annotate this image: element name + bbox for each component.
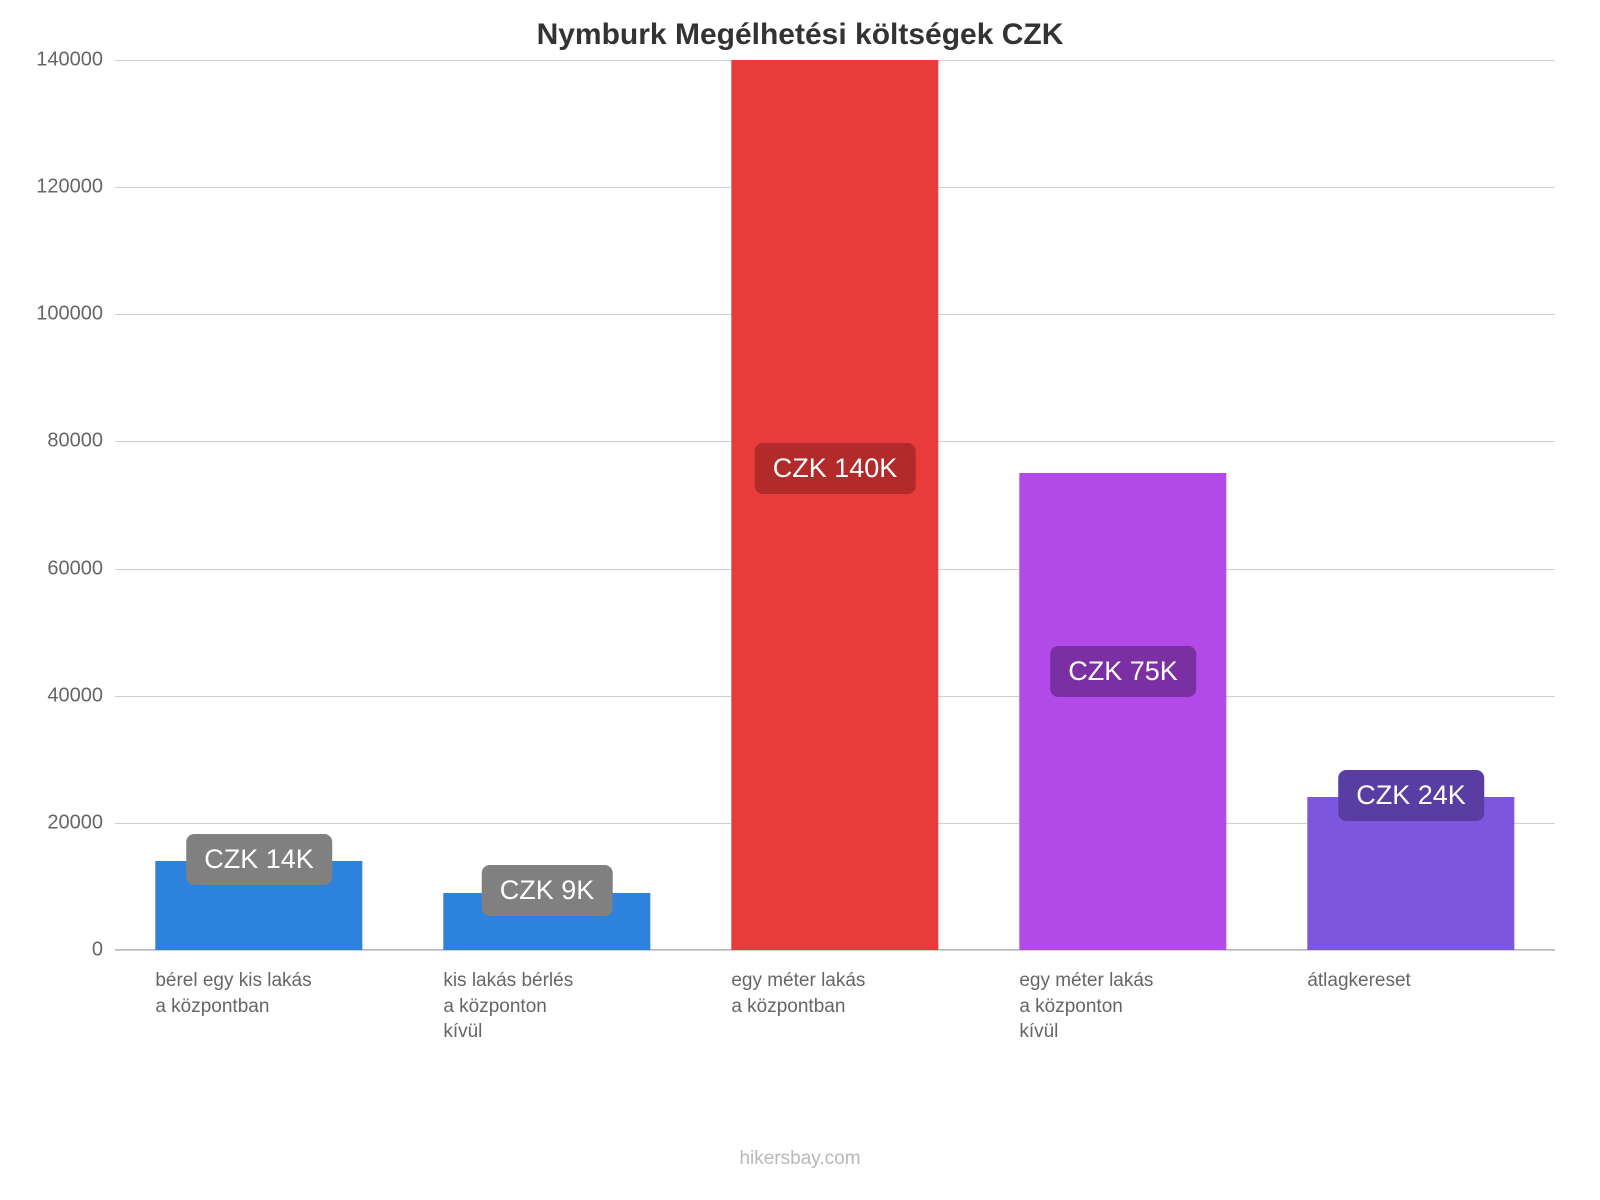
y-tick-label: 0 xyxy=(92,939,115,962)
bar-slot-rent-center: CZK 14Kbérel egy kis lakás a központban xyxy=(115,60,403,950)
attribution-text: hikersbay.com xyxy=(0,1148,1600,1170)
bar-slot-avg-salary: CZK 24Kátlagkereset xyxy=(1267,60,1555,950)
x-label-sqm-outside: egy méter lakás a központon kívül xyxy=(1019,950,1266,1045)
y-tick-label: 100000 xyxy=(36,303,115,326)
value-badge-avg-salary: CZK 24K xyxy=(1338,770,1484,821)
x-label-sqm-center: egy méter lakás a központban xyxy=(731,950,978,1019)
value-badge-rent-center: CZK 14K xyxy=(186,834,332,885)
y-tick-label: 80000 xyxy=(47,430,115,453)
plot-area: 020000400006000080000100000120000140000C… xyxy=(115,60,1555,950)
chart-title: Nymburk Megélhetési költségek CZK xyxy=(0,18,1600,52)
x-label-avg-salary: átlagkereset xyxy=(1307,950,1554,994)
x-label-rent-center: bérel egy kis lakás a központban xyxy=(155,950,402,1019)
y-tick-label: 140000 xyxy=(36,49,115,72)
y-tick-label: 120000 xyxy=(36,176,115,199)
bar-slot-sqm-outside: CZK 75Kegy méter lakás a központon kívül xyxy=(979,60,1267,950)
bar-sqm-center xyxy=(731,60,938,950)
value-badge-rent-outside: CZK 9K xyxy=(482,865,613,916)
bar-sqm-outside xyxy=(1019,473,1226,950)
y-tick-label: 60000 xyxy=(47,557,115,580)
value-badge-sqm-center: CZK 140K xyxy=(755,443,916,494)
value-badge-sqm-outside: CZK 75K xyxy=(1050,646,1196,697)
cost-of-living-chart: Nymburk Megélhetési költségek CZK 020000… xyxy=(0,0,1600,1200)
bar-slot-sqm-center: CZK 140Kegy méter lakás a központban xyxy=(691,60,979,950)
y-tick-label: 20000 xyxy=(47,811,115,834)
y-tick-label: 40000 xyxy=(47,684,115,707)
bar-slot-rent-outside: CZK 9Kkis lakás bérlés a központon kívül xyxy=(403,60,691,950)
x-label-rent-outside: kis lakás bérlés a központon kívül xyxy=(443,950,690,1045)
